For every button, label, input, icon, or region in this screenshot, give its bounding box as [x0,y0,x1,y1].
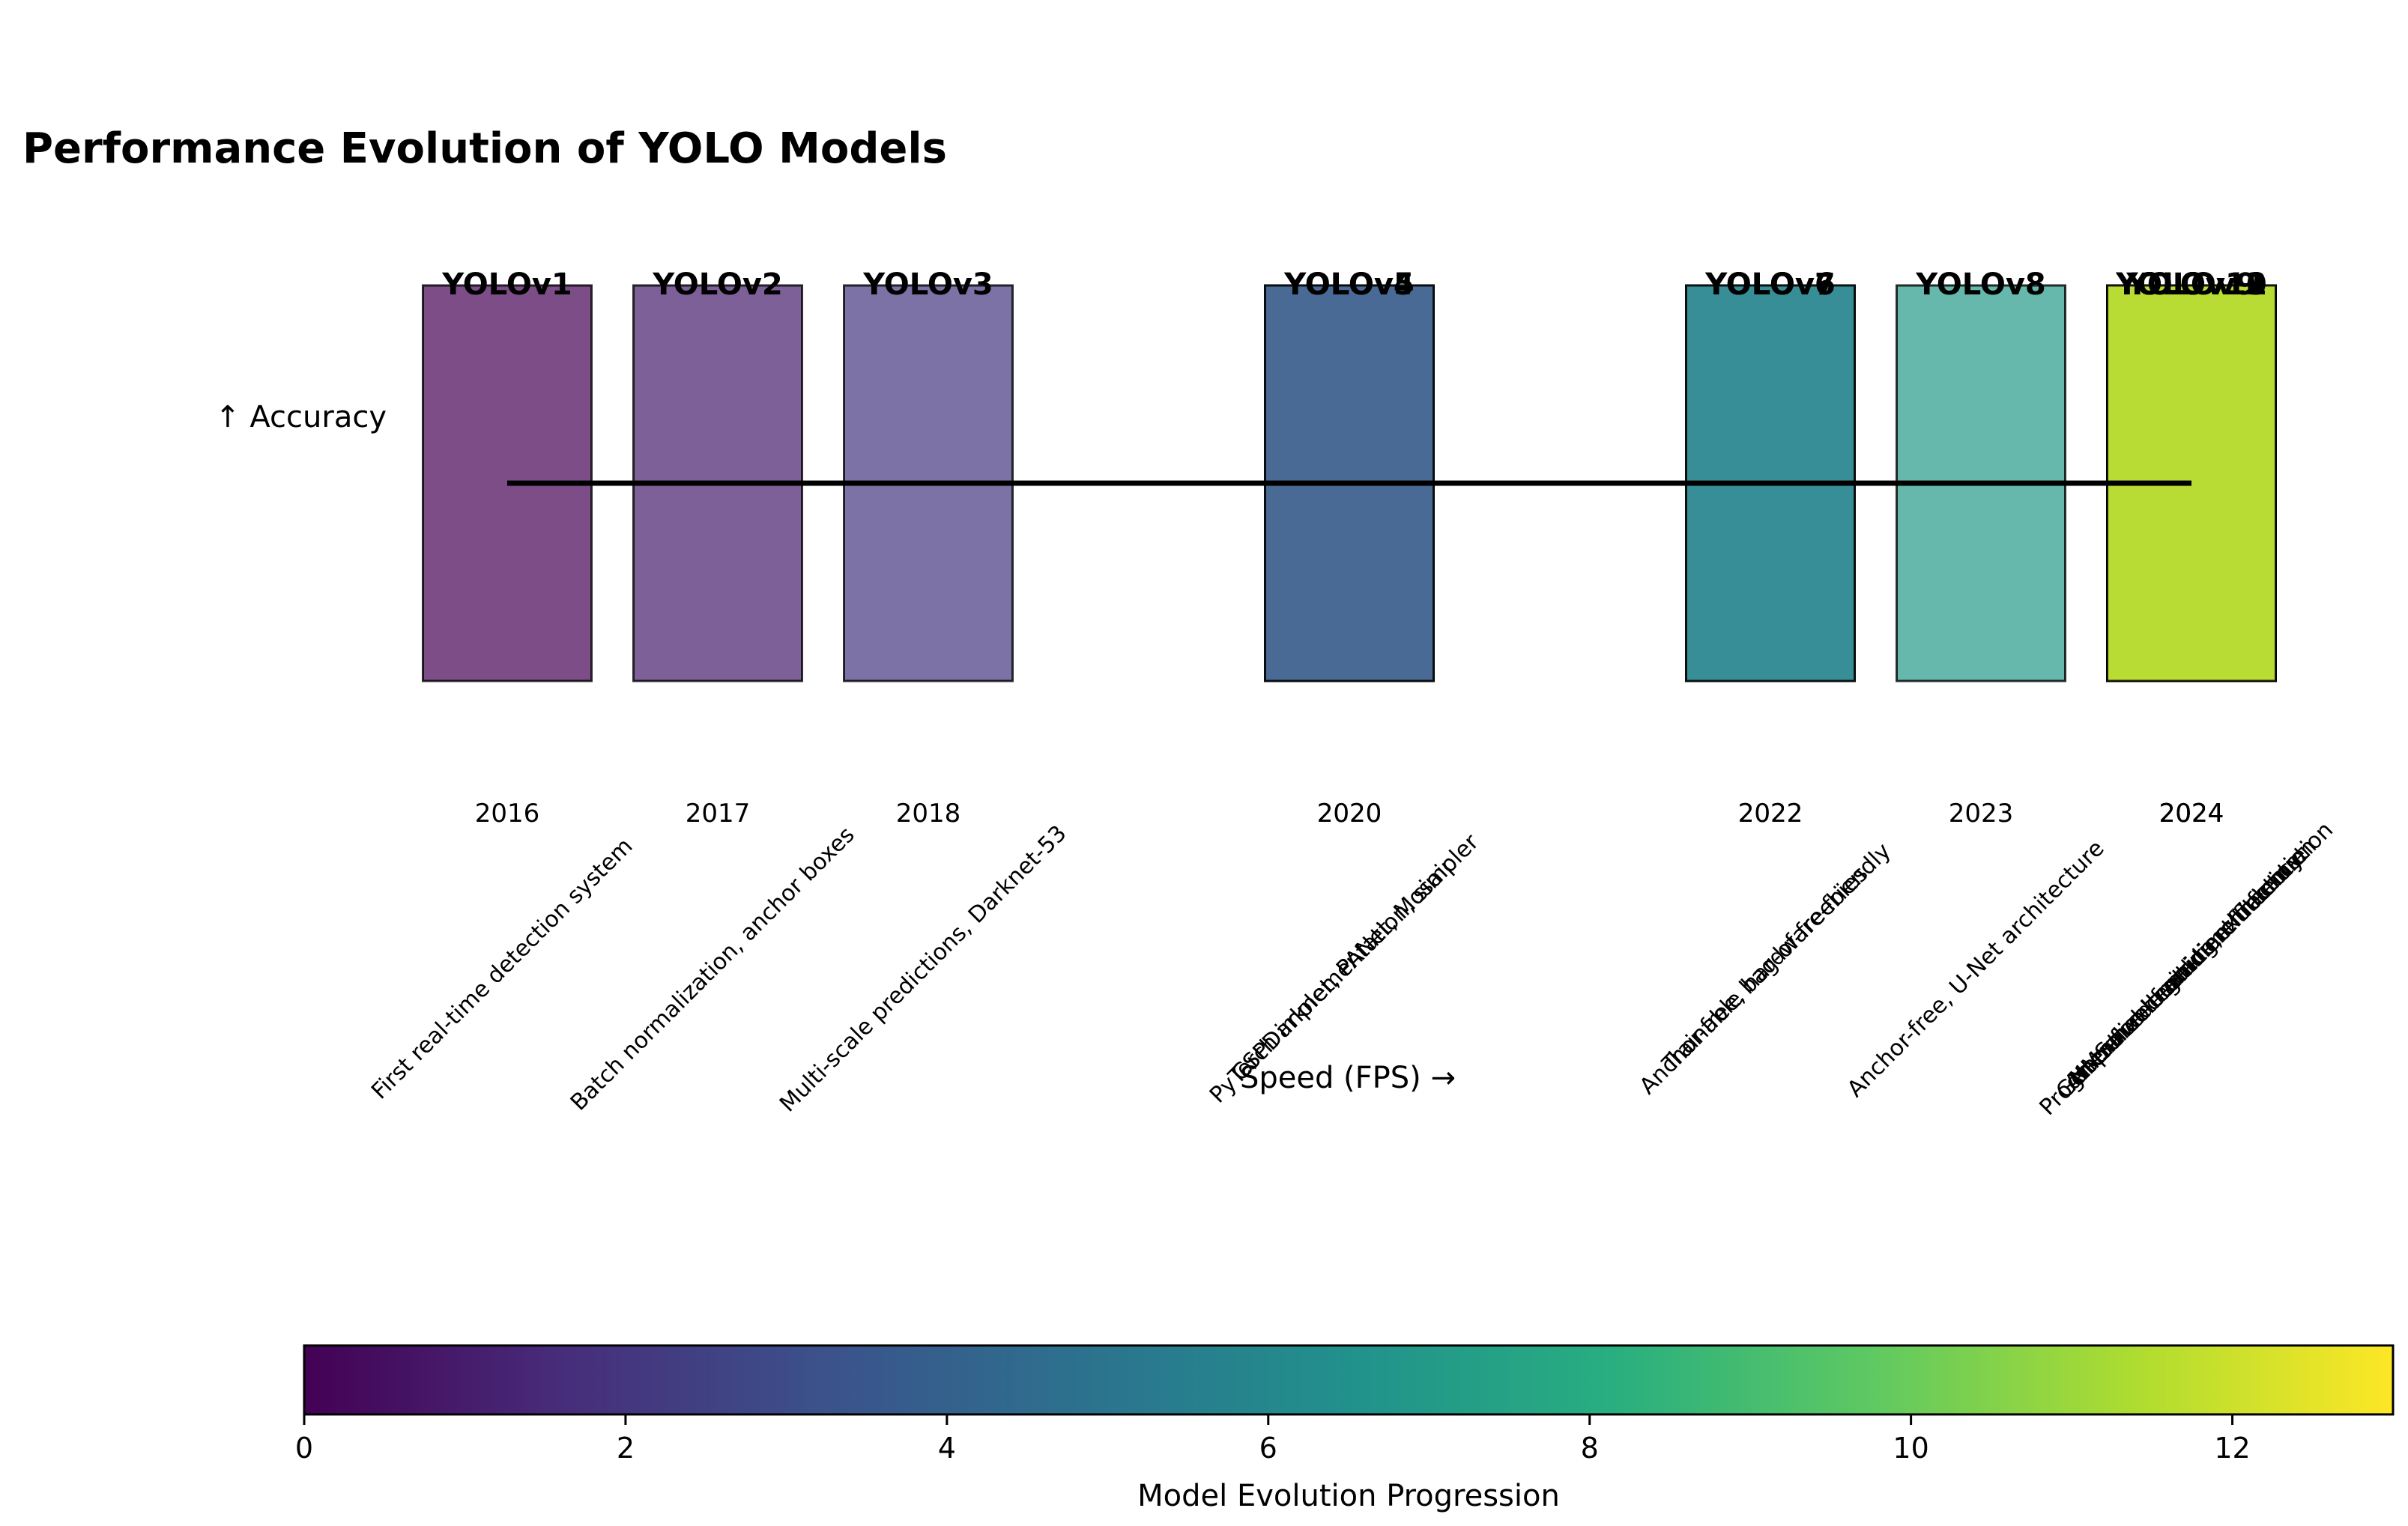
colorbar-tick-label: 12 [2214,1432,2250,1465]
colorbar-tick-label: 4 [938,1432,956,1465]
model-name-label: YOLOv2 [652,267,783,302]
feature-note: Anchor-free, U-Net architecture [1842,835,2110,1103]
model-name-label: YOLOv7 [1704,267,1836,302]
model-name-label: YOLOv8 [1915,267,2046,302]
year-label: 2024 [2159,799,2224,829]
year-label: 2020 [1317,799,1382,829]
model-name-label: YOLOv13 [2115,267,2266,302]
colorbar [303,1344,2395,1416]
year-label: 2022 [1738,799,1803,829]
colorbar-tick-label: 2 [617,1432,635,1465]
year-label: 2024 [2159,799,2224,829]
year-label: 2024 [2159,799,2224,829]
year-label: 2016 [475,799,540,829]
colorbar-ticks: 0 2 4 6 8 10 12 [295,1414,2251,1465]
model-name-label: YOLOv4 [1283,267,1415,302]
colorbar-tick-label: 0 [295,1432,313,1465]
colorbar-tick-label: 10 [1893,1432,1928,1465]
year-label: 2020 [1317,799,1382,829]
year-label: 2023 [1949,799,2014,829]
model-name-label: YOLOv9 [2126,267,2257,302]
feature-note: Trainable bag-of-freebies [1657,861,1874,1077]
colorbar-label: Model Evolution Progression [1137,1479,1560,1513]
colorbar-tick-label: 8 [1581,1432,1599,1465]
model-name-label: YOLOv10 [2115,267,2266,302]
year-label: 2017 [686,799,751,829]
y-axis-label: ↑ Accuracy [215,400,387,435]
year-label: 2024 [2159,799,2224,829]
year-label: 2024 [2159,799,2224,829]
model-name-label: YOLOv1 [441,267,572,302]
model-name-label: YOLOv5 [1283,267,1415,302]
colorbar-tick-label: 6 [1259,1432,1277,1465]
feature-note: Generalized real-time detection [2051,834,2322,1104]
chart-title: Performance Evolution of YOLO Models [22,124,947,173]
model-name-label: YOLOv12 [2115,267,2266,302]
model-name-label: YOLOv3 [862,267,993,302]
model-name-label: YOLOv6 [1704,267,1836,302]
x-axis-label: Speed (FPS) → [1240,1061,1456,1095]
year-label: 2022 [1738,799,1803,829]
model-name-label: YOLOv11 [2115,267,2266,302]
feature-note: First real-time detection system [366,833,638,1104]
year-label: 2018 [896,799,961,829]
